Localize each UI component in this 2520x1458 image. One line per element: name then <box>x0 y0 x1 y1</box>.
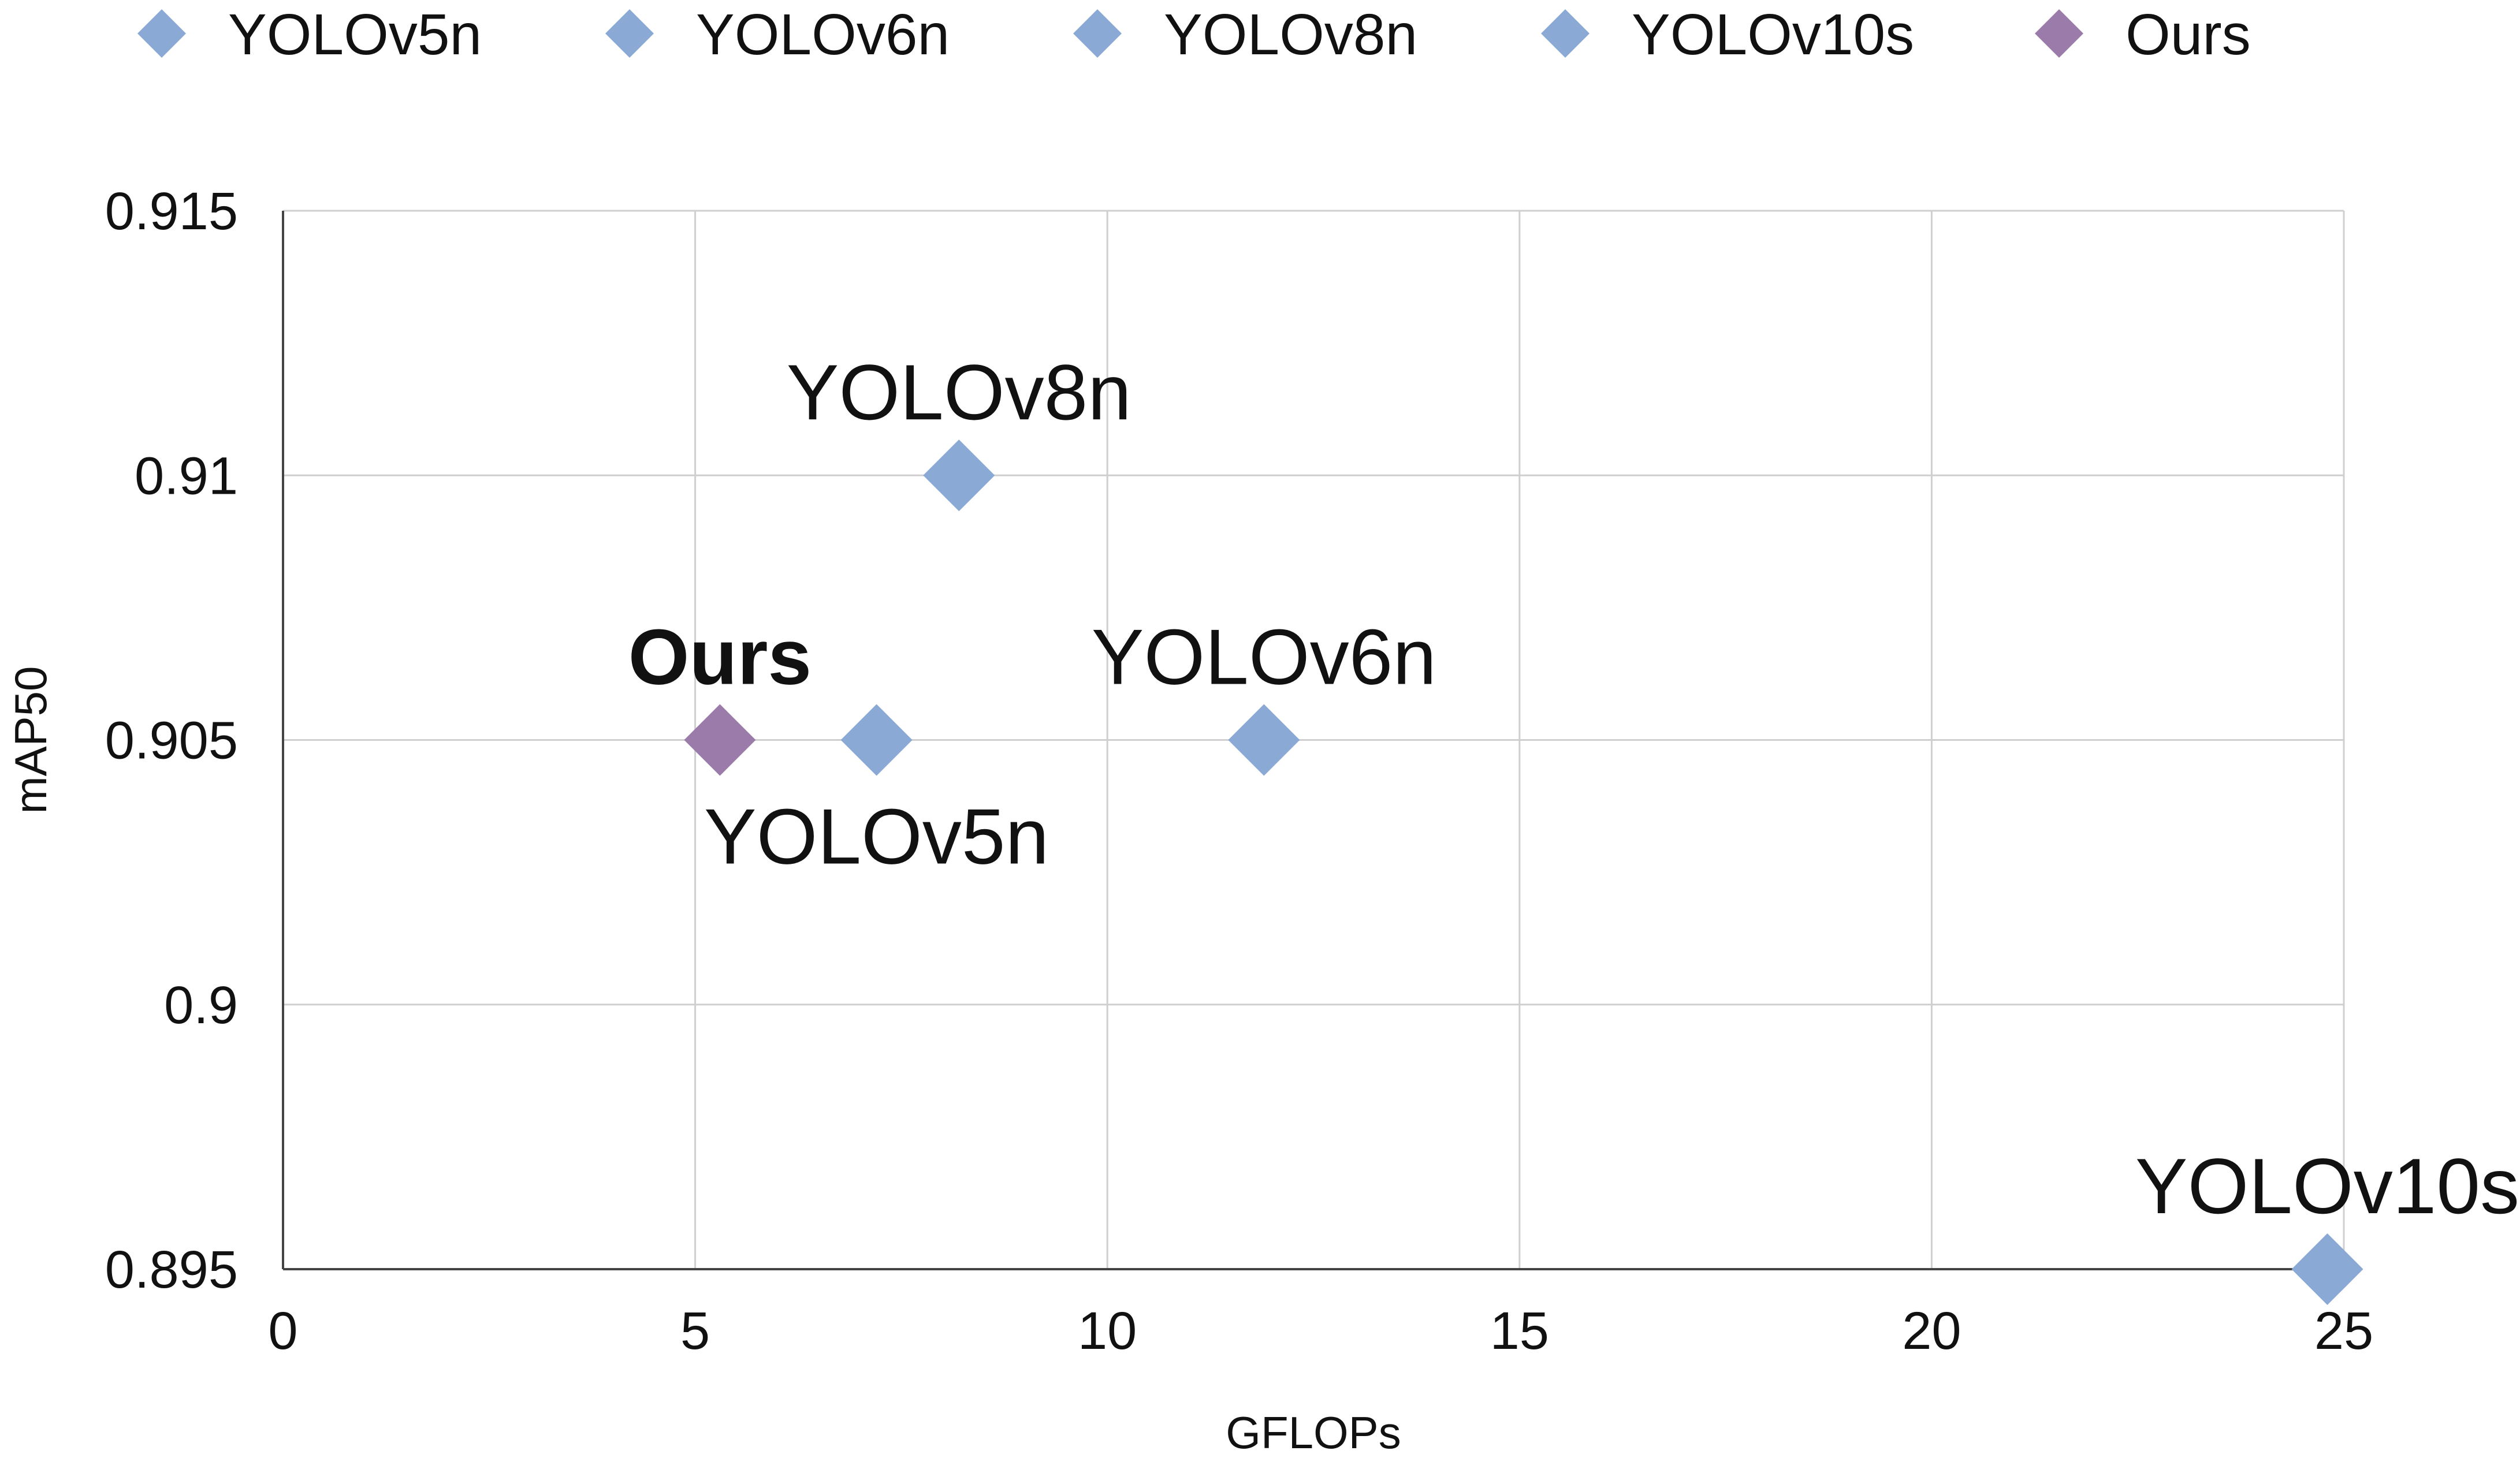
legend-label: YOLOv10s <box>1632 2 1914 67</box>
data-point <box>923 439 995 512</box>
legend-label: YOLOv5n <box>228 2 482 67</box>
legend-marker <box>1073 9 1122 58</box>
x-axis-title: GFLOPs <box>1226 1407 1401 1458</box>
point-label: YOLOv8n <box>787 348 1131 436</box>
legend-marker <box>605 9 654 58</box>
y-tick-label: 0.905 <box>105 711 238 770</box>
legend-label: YOLOv8n <box>1164 2 1417 67</box>
x-tick-label: 5 <box>680 1302 710 1360</box>
x-tick-label: 20 <box>1902 1302 1961 1360</box>
axes <box>282 211 2344 1270</box>
legend-marker <box>1541 9 1590 58</box>
legend-marker <box>137 9 186 58</box>
data-points <box>684 439 2363 1305</box>
tick-labels: 0 5 10 15 20 25 0.895 0.9 0.905 0.91 0.915 <box>105 182 2373 1360</box>
legend-marker <box>2035 9 2083 58</box>
data-point <box>1228 704 1300 776</box>
legend: YOLOv5n YOLOv6n YOLOv8n YOLOv10s Ours <box>137 2 2251 67</box>
legend-label: Ours <box>2126 2 2251 67</box>
y-tick-label: 0.91 <box>135 446 238 505</box>
x-tick-label: 10 <box>1078 1302 1137 1360</box>
point-label: YOLOv6n <box>1092 613 1436 701</box>
x-tick-label: 25 <box>2314 1302 2373 1360</box>
x-tick-label: 0 <box>268 1302 297 1360</box>
point-label: YOLOv5n <box>704 793 1049 881</box>
point-labels: YOLOv5n YOLOv6n YOLOv8n YOLOv10s Ours <box>628 348 2519 1230</box>
y-tick-label: 0.895 <box>105 1240 238 1299</box>
legend-label: YOLOv6n <box>696 2 950 67</box>
point-label: Ours <box>628 613 812 701</box>
data-point <box>2291 1233 2363 1305</box>
x-tick-label: 15 <box>1490 1302 1549 1360</box>
y-tick-label: 0.915 <box>105 182 238 241</box>
y-axis-title: mAP50 <box>5 666 56 814</box>
y-tick-label: 0.9 <box>164 976 238 1035</box>
data-point <box>840 704 913 776</box>
gridlines <box>283 210 2345 1269</box>
data-point <box>684 704 756 776</box>
point-label: YOLOv10s <box>2135 1142 2519 1230</box>
